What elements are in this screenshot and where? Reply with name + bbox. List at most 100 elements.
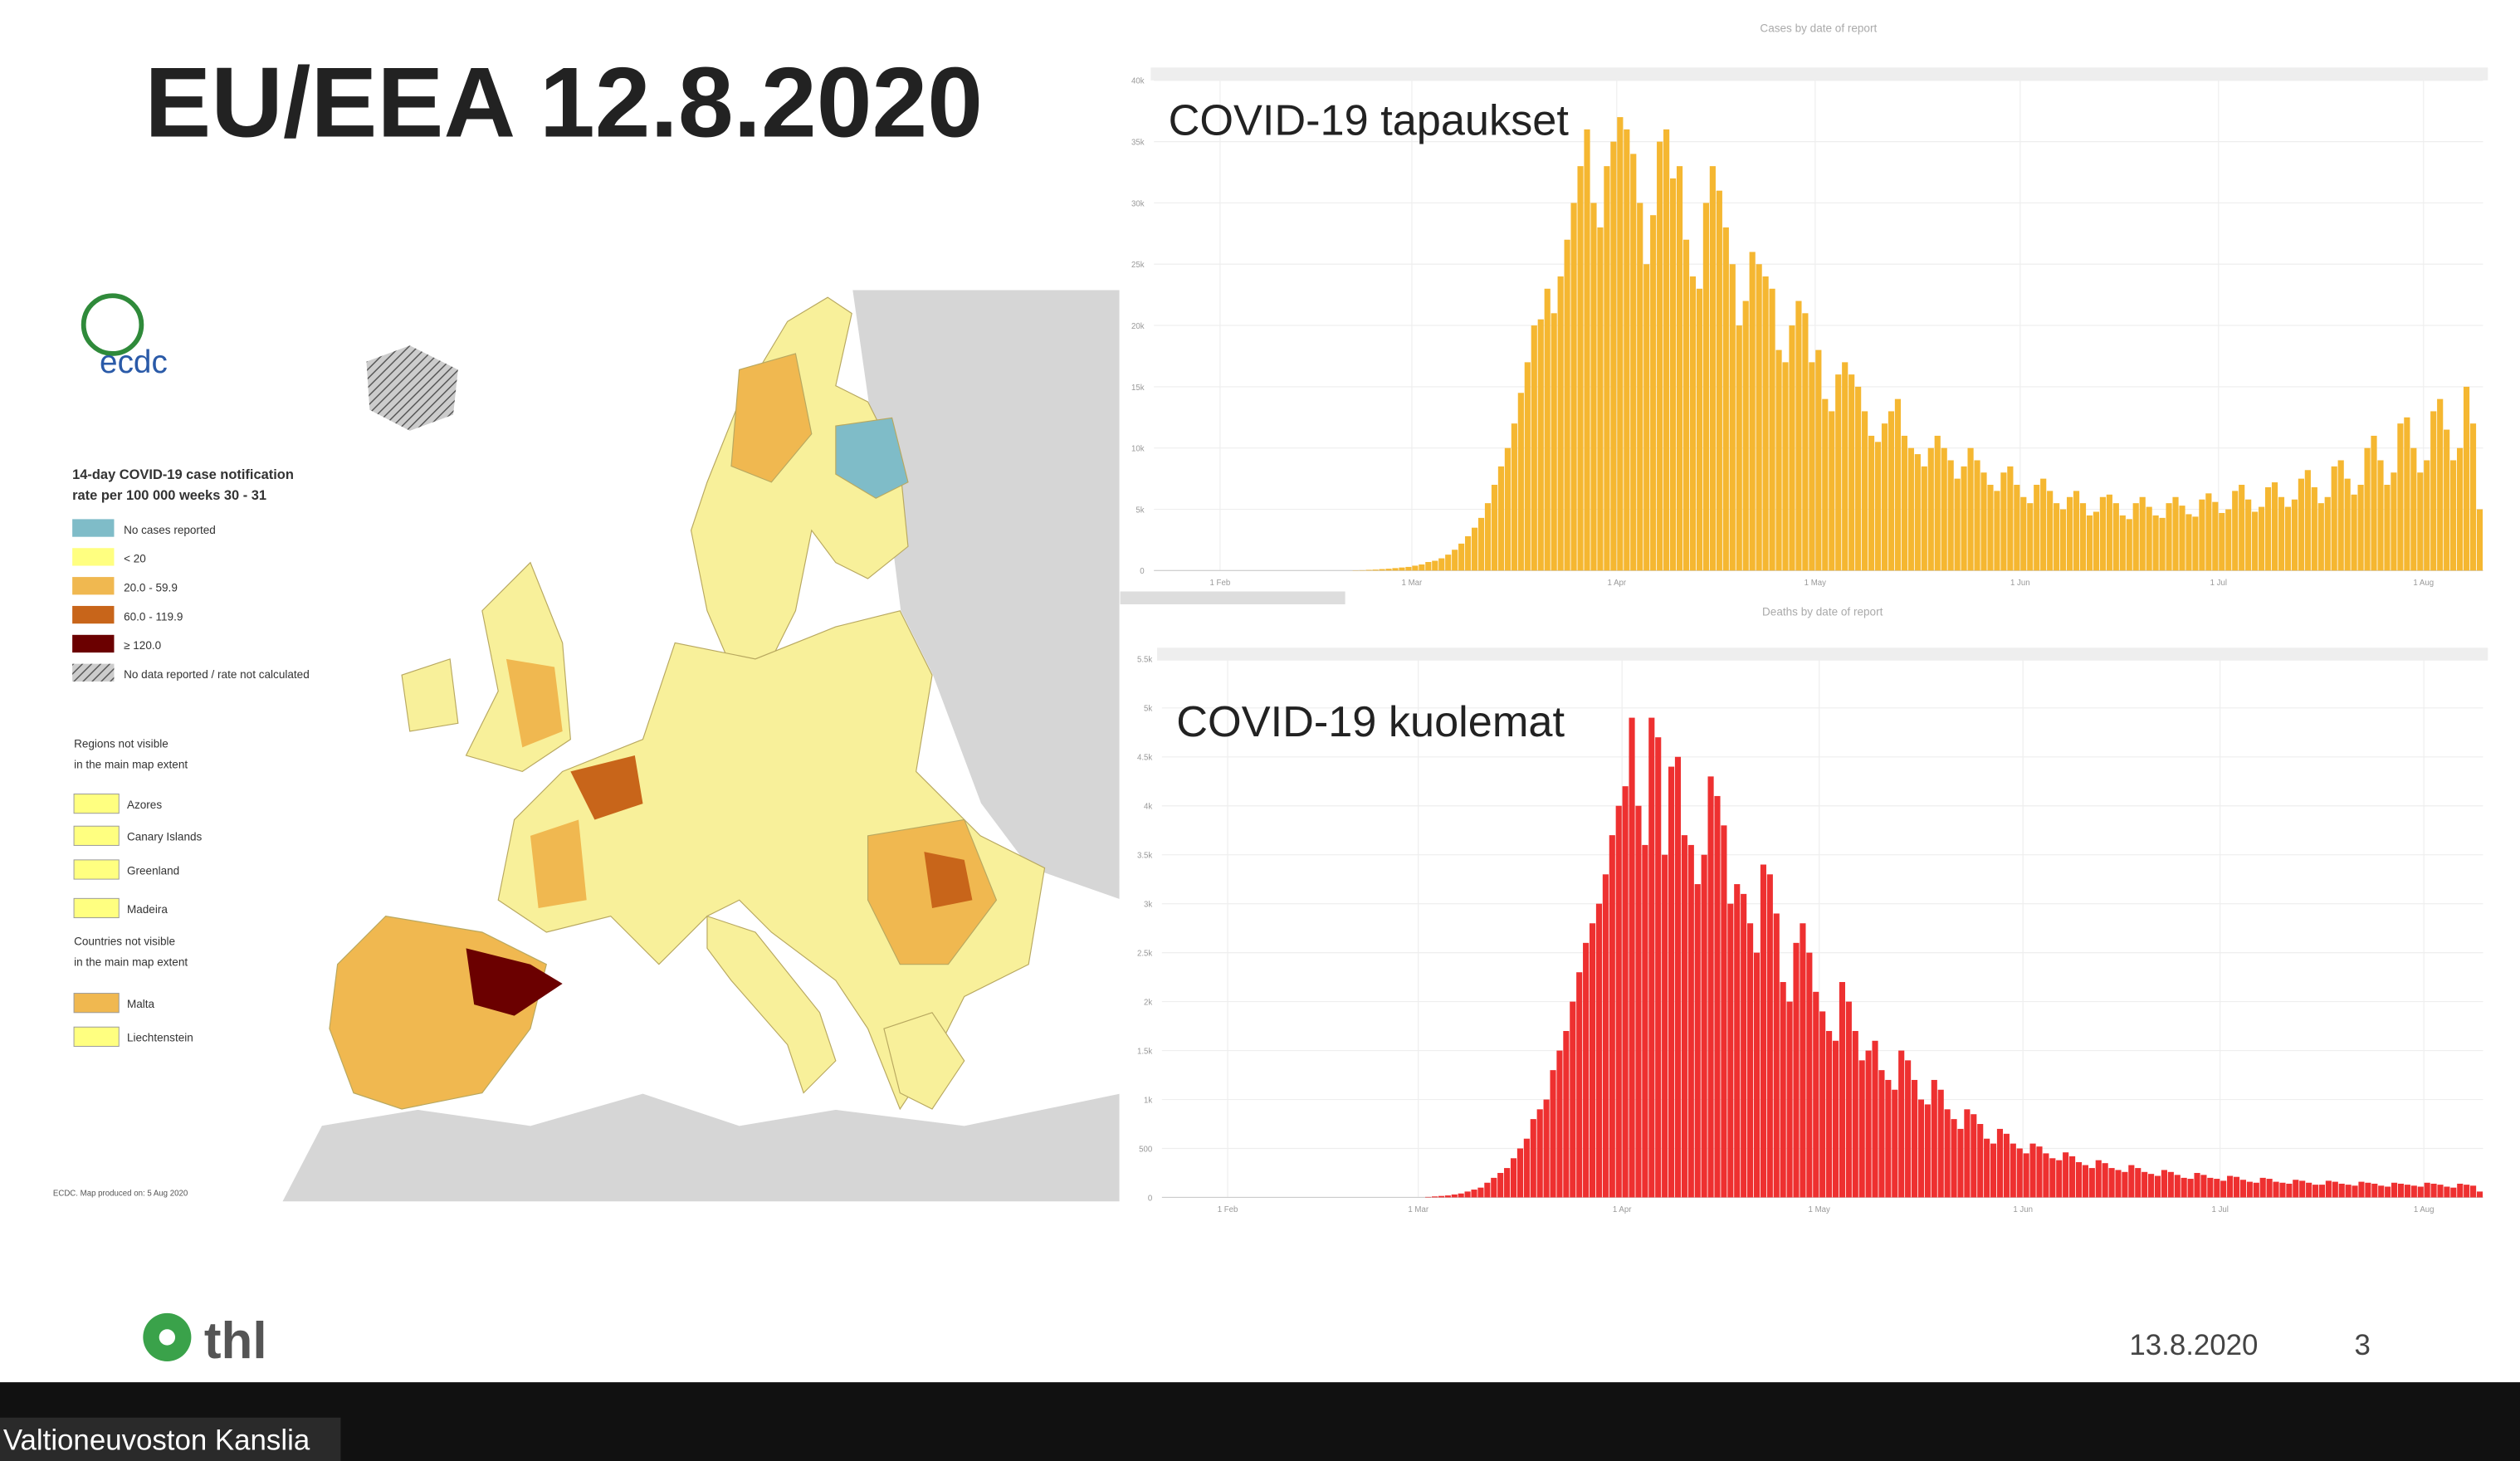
bar bbox=[2010, 1143, 2016, 1198]
thl-logo: thl bbox=[143, 1312, 267, 1370]
bar bbox=[1445, 555, 1452, 571]
bar bbox=[2264, 486, 2272, 571]
bar bbox=[1753, 952, 1761, 1198]
y-tick-label: 15k bbox=[1131, 384, 1145, 393]
bar bbox=[1642, 844, 1648, 1198]
bar bbox=[1775, 349, 1782, 571]
y-tick-label: 500 bbox=[1139, 1145, 1152, 1154]
x-tick-label: 1 May bbox=[1805, 579, 1827, 588]
bar bbox=[1702, 203, 1709, 571]
bar bbox=[2086, 515, 2093, 571]
bar bbox=[1438, 1195, 1444, 1198]
y-tick-label: 1k bbox=[1144, 1096, 1152, 1105]
bar bbox=[2271, 482, 2278, 571]
bar bbox=[2146, 506, 2152, 571]
bar bbox=[1570, 1001, 1576, 1198]
bar bbox=[1544, 288, 1551, 571]
bar bbox=[2174, 1175, 2181, 1198]
bar bbox=[1809, 362, 1815, 571]
bar bbox=[2023, 1153, 2029, 1198]
bar bbox=[2056, 1160, 2063, 1198]
bar bbox=[2391, 472, 2397, 571]
bar bbox=[2040, 478, 2047, 571]
bar bbox=[2331, 466, 2337, 571]
bar bbox=[2043, 1153, 2049, 1198]
bar bbox=[2179, 506, 2185, 571]
x-tick-label: 1 Feb bbox=[1210, 579, 1231, 588]
bar bbox=[1610, 141, 1617, 571]
bar bbox=[1425, 1196, 1432, 1198]
bar bbox=[2424, 460, 2430, 571]
bar bbox=[1917, 1099, 1925, 1198]
bar bbox=[1543, 1099, 1550, 1198]
bar bbox=[1789, 325, 1795, 571]
bar bbox=[1921, 466, 1927, 571]
bar bbox=[1669, 178, 1677, 571]
bar bbox=[1477, 517, 1485, 571]
bar bbox=[1629, 717, 1635, 1198]
bar bbox=[1537, 319, 1544, 571]
bar bbox=[2286, 1183, 2293, 1198]
bar bbox=[1911, 1079, 1918, 1198]
bar bbox=[1689, 276, 1697, 571]
bar bbox=[1749, 252, 1756, 571]
country-label: Liechtenstein bbox=[127, 1032, 193, 1044]
bar bbox=[2444, 429, 2450, 571]
map-credit: ECDC. Map produced on: 5 Aug 2020 bbox=[53, 1190, 188, 1199]
slide-title: EU/EEA 12.8.2020 bbox=[144, 47, 983, 159]
x-tick-label: 1 Apr bbox=[1613, 1205, 1632, 1214]
bar bbox=[1563, 1030, 1570, 1198]
legend-label: 60.0 - 119.9 bbox=[124, 610, 183, 623]
panel-bar bbox=[1157, 647, 2488, 661]
bar bbox=[2253, 1182, 2259, 1198]
bar bbox=[2410, 447, 2417, 571]
bar bbox=[2417, 472, 2424, 571]
bar bbox=[2266, 1179, 2273, 1198]
bar bbox=[1471, 1190, 1477, 1198]
x-tick-label: 1 Mar bbox=[1402, 579, 1424, 588]
slide-number: 3 bbox=[2355, 1329, 2371, 1361]
bar bbox=[1676, 166, 1683, 571]
bar bbox=[2034, 485, 2040, 571]
bar bbox=[1722, 227, 1729, 571]
bar bbox=[2047, 491, 2054, 571]
bar bbox=[1795, 301, 1802, 571]
bar bbox=[1431, 1196, 1438, 1198]
y-tick-label: 5.5k bbox=[1137, 656, 1152, 665]
x-tick-label: 1 Mar bbox=[1408, 1205, 1429, 1214]
bar bbox=[1747, 923, 1754, 1198]
bar bbox=[2205, 493, 2212, 571]
bar bbox=[1497, 466, 1505, 571]
bar bbox=[1425, 562, 1432, 571]
bar bbox=[1769, 288, 1775, 571]
bar bbox=[1504, 1168, 1511, 1198]
bar bbox=[2365, 1182, 2371, 1198]
bar bbox=[2464, 1185, 2470, 1198]
map-legend: ecdc 14-day COVID-19 case notification r… bbox=[53, 293, 310, 1199]
bar bbox=[2358, 1181, 2365, 1198]
bar bbox=[1497, 1172, 1504, 1198]
bar bbox=[2345, 1185, 2352, 1198]
y-tick-label: 40k bbox=[1131, 77, 1145, 86]
bar bbox=[1736, 325, 1742, 571]
bar bbox=[2397, 1183, 2405, 1198]
bar bbox=[2444, 1186, 2450, 1198]
bar bbox=[1674, 756, 1682, 1198]
bar bbox=[1892, 1089, 1898, 1198]
x-tick-label: 1 Jul bbox=[2210, 579, 2227, 588]
bar bbox=[2245, 499, 2252, 571]
region-label: Canary Islands bbox=[127, 831, 203, 843]
legend-label: < 20 bbox=[124, 553, 146, 565]
bar bbox=[1742, 301, 1749, 571]
bar bbox=[2099, 496, 2106, 571]
bar bbox=[1716, 190, 1722, 571]
bar bbox=[2079, 503, 2087, 571]
bar bbox=[2220, 1180, 2227, 1198]
legend-label: 20.0 - 59.9 bbox=[124, 582, 178, 594]
bar bbox=[2082, 1165, 2088, 1198]
bar bbox=[1682, 239, 1690, 571]
y-tick-label: 2k bbox=[1144, 998, 1152, 1007]
bar bbox=[2142, 1171, 2148, 1198]
bar bbox=[2437, 398, 2444, 571]
bar bbox=[2214, 1179, 2220, 1198]
